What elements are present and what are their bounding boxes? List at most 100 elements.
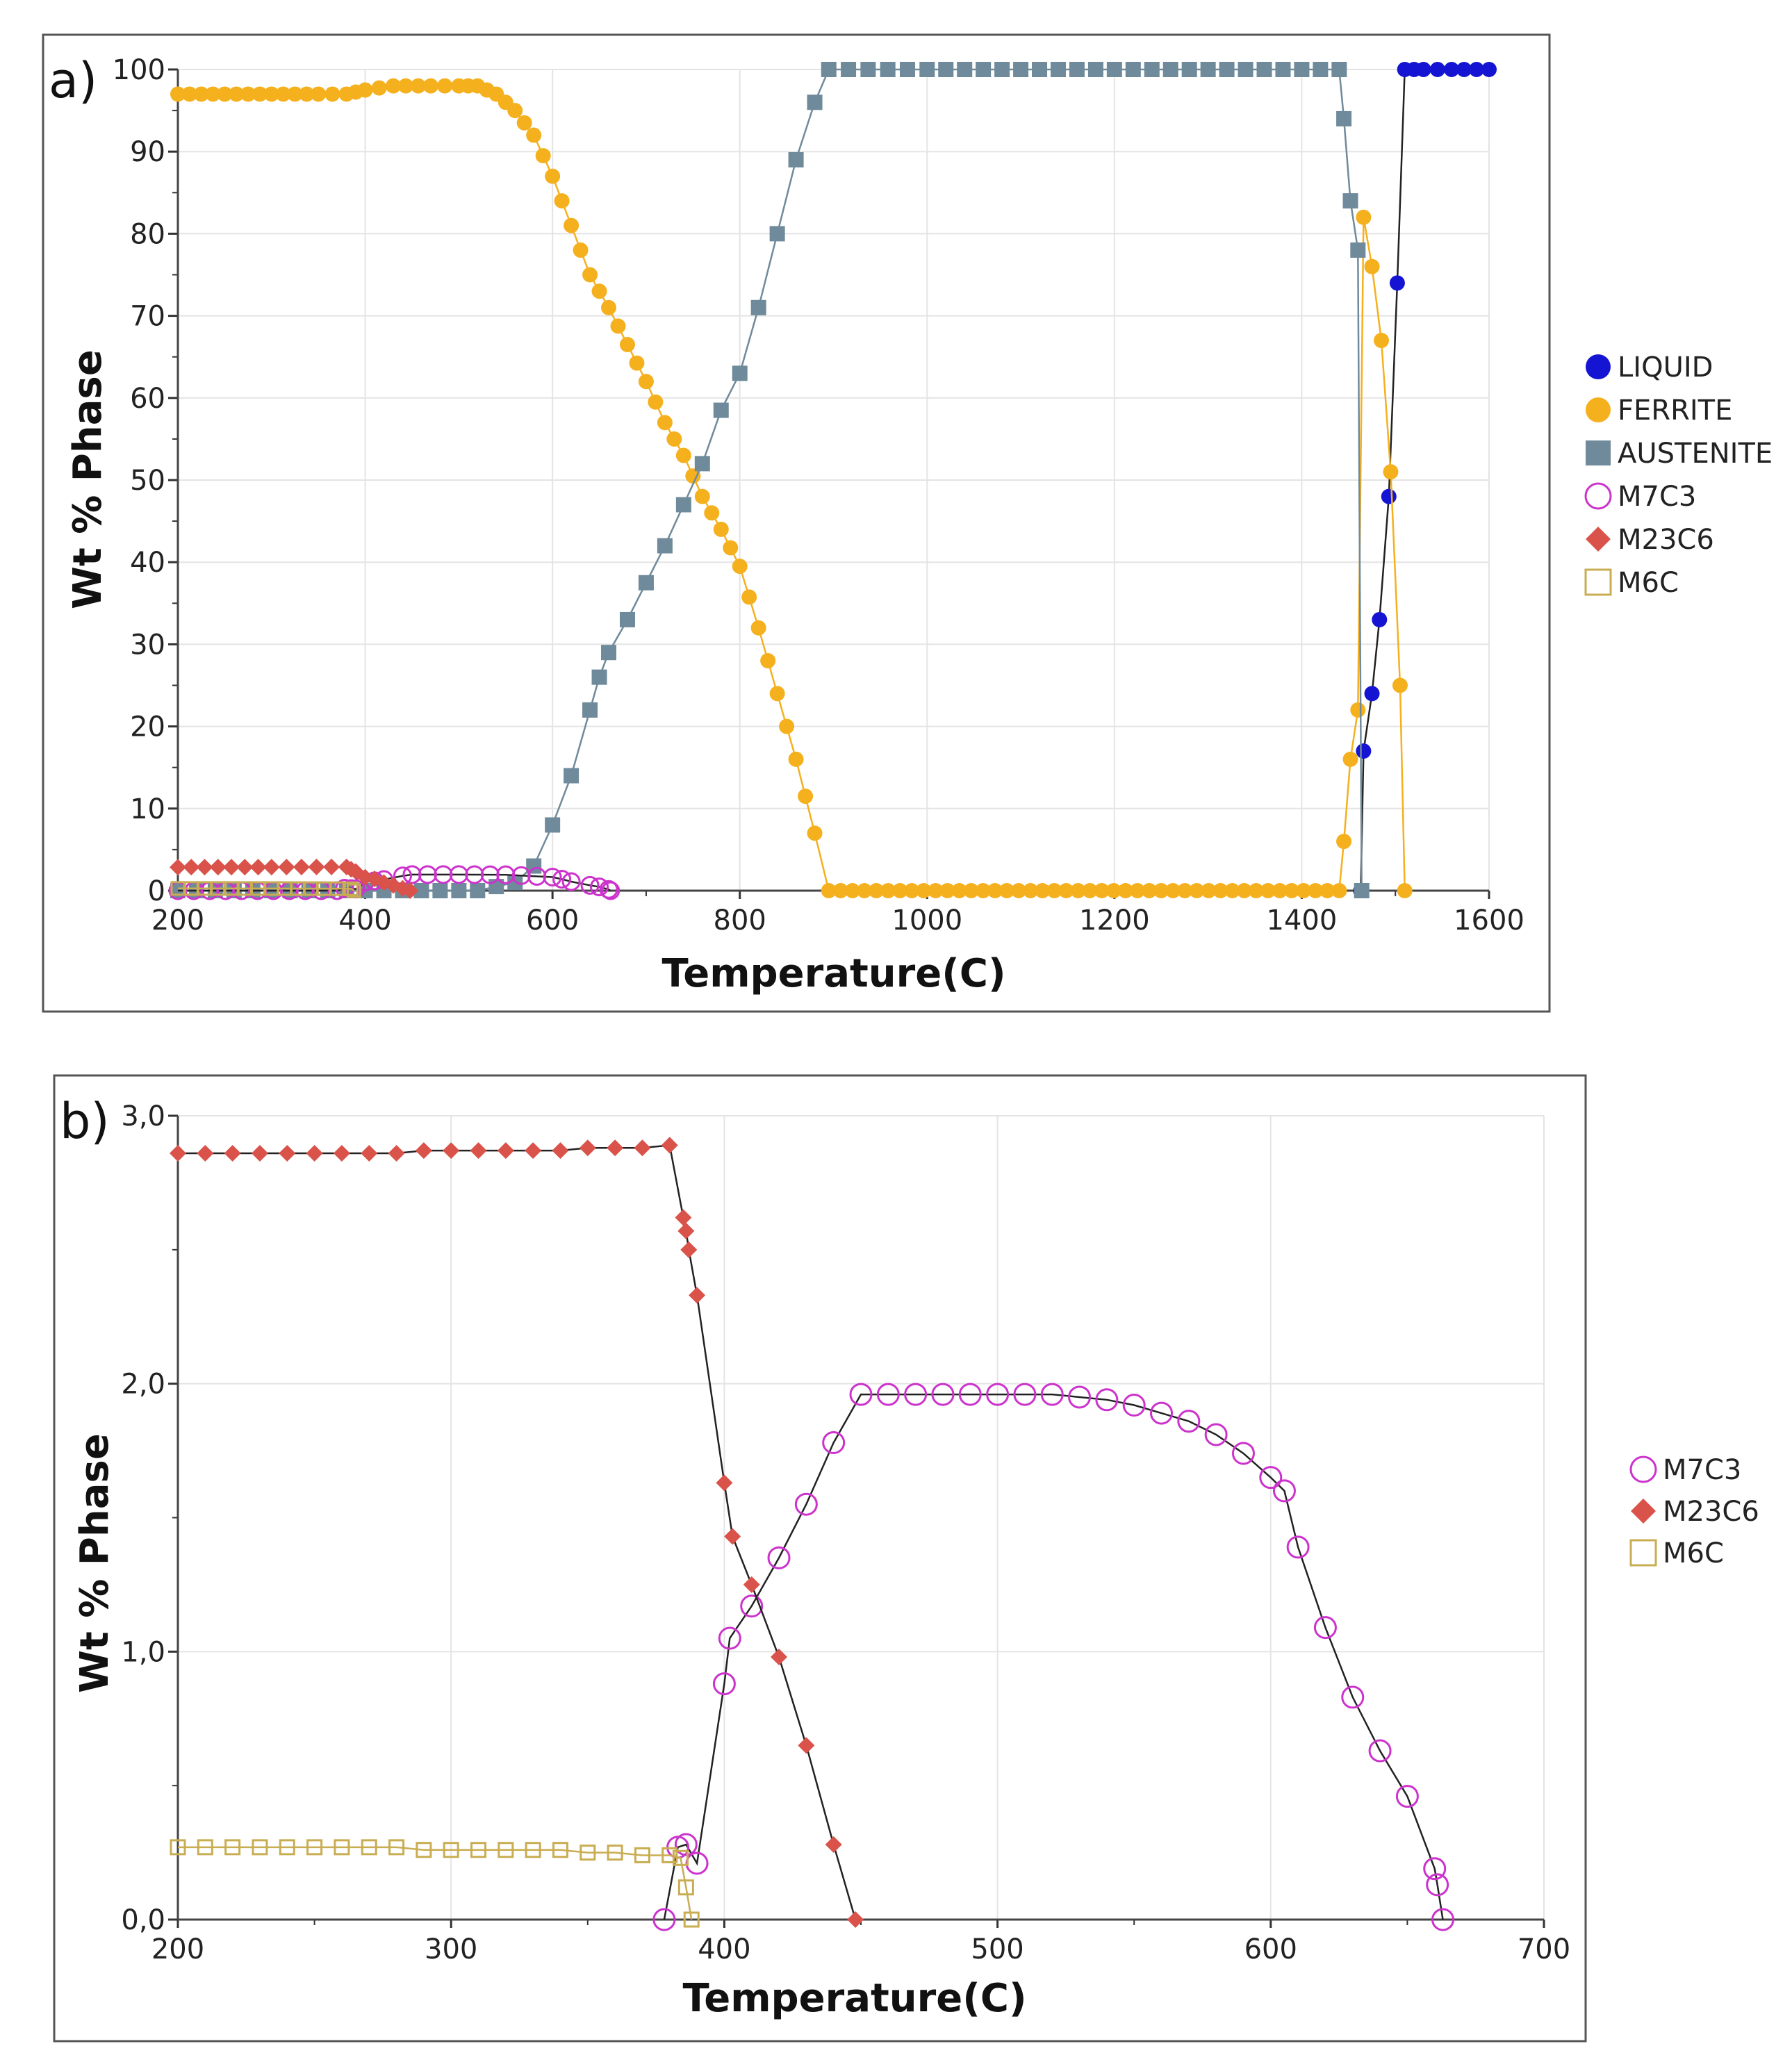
panel-b-point-m23c6 xyxy=(724,1528,741,1545)
panel-b-point-m7c3 xyxy=(1341,1685,1365,1709)
panel-b-series-line-m6c xyxy=(178,1846,693,1920)
panel-a-point-ferrite xyxy=(1082,883,1098,898)
panel-a-point-ferrite xyxy=(892,883,908,898)
panel-b-y-tick-label: 2,0 xyxy=(121,1369,165,1401)
panel-a-point-m7c3 xyxy=(601,881,620,900)
panel-a-point-ferrite xyxy=(252,86,268,102)
panel-a-point-austenite xyxy=(675,497,691,513)
panel-a-y-tick-label: 30 xyxy=(130,629,165,661)
panel-a-point-m23c6 xyxy=(308,858,325,875)
panel-a-point-m7c3 xyxy=(511,866,531,885)
panel-b-point-m23c6 xyxy=(170,1144,186,1162)
panel-a-point-austenite xyxy=(432,883,448,898)
panel-b-point-m7c3 xyxy=(1313,1616,1337,1640)
panel-a-point-ferrite xyxy=(437,78,453,94)
panel-a-legend-label-m7c3: M7C3 xyxy=(1618,481,1696,513)
panel-b-point-m23c6 xyxy=(798,1737,815,1754)
panel-a-point-austenite xyxy=(1050,62,1066,77)
panel-a-legend-item-m23c6: M23C6 xyxy=(1586,524,1714,556)
panel-a-point-ferrite xyxy=(939,883,955,898)
panel-a-point-austenite xyxy=(1125,62,1141,77)
panel-b-x-tick-label: 600 xyxy=(1244,1933,1297,1965)
panel-a-point-liquid xyxy=(1429,62,1445,77)
panel-a-point-ferrite xyxy=(507,103,523,119)
panel-a-x-tick-label: 800 xyxy=(714,905,766,937)
panel-b: b) 200 300 400 500 600 700 0,0 1,0 2,0 3,0 Temper… xyxy=(53,1074,1759,2043)
panel-a-point-ferrite xyxy=(1320,883,1335,898)
panel-a-x-tick-label: 200 xyxy=(151,905,204,937)
panel-b-point-m7c3 xyxy=(876,1383,900,1406)
panel-a-point-m23c6 xyxy=(236,859,254,876)
panel-a-point-austenite xyxy=(788,152,804,168)
panel-b-x-tick-label: 200 xyxy=(151,1933,204,1965)
panel-a-point-ferrite xyxy=(779,718,795,734)
panel-b-point-m23c6 xyxy=(771,1649,788,1666)
panel-b-label: b) xyxy=(60,1093,110,1150)
panel-b-point-m6c xyxy=(552,1842,568,1858)
panel-b-point-m23c6 xyxy=(716,1474,733,1492)
panel-b-x-axis-title: Temperature(C) xyxy=(682,1976,1026,2021)
panel-b-point-m23c6 xyxy=(333,1144,350,1162)
panel-b-ticks: 200 300 400 500 600 700 0,0 1,0 2,0 3,0 xyxy=(121,1100,1570,1965)
panel-b-point-m6c xyxy=(388,1839,405,1856)
panel-a-point-m7c3 xyxy=(552,869,572,889)
panel-a-point-ferrite xyxy=(1058,883,1074,898)
panel-a-point-ferrite xyxy=(844,883,860,898)
panel-a-legend-label-m23c6: M23C6 xyxy=(1618,524,1714,556)
panel-a-point-austenite xyxy=(1354,883,1370,898)
panel-a-point-m23c6 xyxy=(183,859,200,876)
panel-a-point-ferrite xyxy=(357,82,373,98)
panel-a-point-ferrite xyxy=(807,825,823,841)
panel-a-point-ferrite xyxy=(311,86,327,102)
panel-a-point-ferrite xyxy=(1117,883,1133,898)
panel-a-point-m7c3 xyxy=(311,881,331,900)
panel-a-point-ferrite xyxy=(545,168,561,184)
panel-a-point-liquid xyxy=(1356,743,1372,759)
panel-b-legend-item-m23c6: M23C6 xyxy=(1631,1496,1759,1528)
panel-a-point-m7c3 xyxy=(402,865,422,884)
panel-b-point-m7c3 xyxy=(904,1383,928,1406)
panel-a-point-ferrite xyxy=(788,751,804,767)
panel-a-point-m23c6 xyxy=(402,882,419,899)
panel-a-series-ferrite xyxy=(170,78,1413,898)
panel-a-point-ferrite xyxy=(422,78,438,94)
panel-a-legend-swatch-m6c xyxy=(1584,568,1612,596)
panel-a-x-tick-label: 600 xyxy=(526,905,579,937)
panel-b-point-m23c6 xyxy=(825,1836,842,1854)
panel-a-point-m23c6 xyxy=(263,859,280,876)
panel-a-point-ferrite xyxy=(1392,677,1408,693)
panel-a-point-ferrite xyxy=(880,883,896,898)
panel-b-point-m23c6 xyxy=(197,1144,214,1162)
panel-a-point-ferrite xyxy=(732,559,748,575)
panel-a-point-ferrite xyxy=(951,883,967,898)
panel-a-point-ferrite xyxy=(582,267,598,283)
panel-a-point-m7c3 xyxy=(480,865,500,884)
panel-a-point-ferrite xyxy=(1373,333,1389,349)
panel-b-point-m23c6 xyxy=(470,1142,487,1160)
panel-a-point-ferrite xyxy=(1383,464,1399,480)
panel-a-label: a) xyxy=(49,52,97,109)
panel-b-point-m23c6 xyxy=(689,1287,706,1304)
panel-a-point-ferrite xyxy=(619,336,635,352)
panel-a-point-ferrite xyxy=(648,394,664,410)
panel-b-point-m7c3 xyxy=(1095,1388,1119,1412)
panel-b-point-m23c6 xyxy=(634,1139,651,1157)
panel-b-point-m23c6 xyxy=(675,1209,692,1226)
panel-a-legend-item-m6c: M6C xyxy=(1584,567,1679,599)
panel-a-point-ferrite xyxy=(666,431,682,447)
panel-a-point-ferrite xyxy=(591,283,607,299)
panel-b-x-tick-label: 500 xyxy=(971,1933,1024,1965)
panel-b-point-m23c6 xyxy=(607,1139,624,1157)
panel-a-point-austenite xyxy=(769,226,785,242)
panel-a-point-liquid xyxy=(1444,62,1460,77)
panel-a-point-austenite xyxy=(899,62,915,77)
panel-a-point-ferrite xyxy=(1336,834,1352,850)
panel-a-y-axis-title: Wt % Phase xyxy=(65,349,110,609)
panel-a-point-austenite xyxy=(750,299,766,315)
panel-b-legend-swatch-m7c3 xyxy=(1629,1455,1657,1483)
panel-a-y-tick-label: 60 xyxy=(130,383,165,415)
panel-b-point-m7c3 xyxy=(1177,1410,1201,1433)
panel-b-y-axis-title: Wt % Phase xyxy=(72,1433,117,1693)
panel-a-legend-swatch-ferrite xyxy=(1586,397,1611,422)
panel-a-point-ferrite xyxy=(516,115,532,131)
